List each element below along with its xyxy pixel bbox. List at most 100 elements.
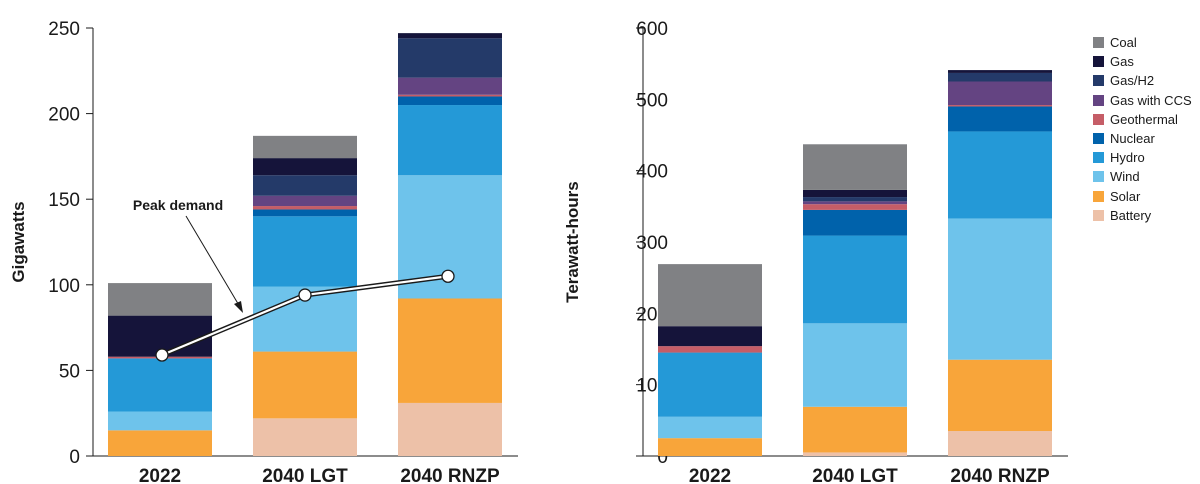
bar-segment-gas bbox=[658, 326, 762, 347]
bar-segment-gas-h2 bbox=[253, 175, 357, 196]
legend-item: Nuclear bbox=[1093, 129, 1200, 148]
bar-segment-solar bbox=[253, 351, 357, 419]
y-tick-label: 300 bbox=[636, 233, 668, 254]
bar-segment-gas-h2 bbox=[948, 72, 1052, 82]
legend-swatch bbox=[1093, 133, 1104, 145]
bar-segment-solar bbox=[658, 438, 762, 456]
bar-segment-coal bbox=[108, 283, 212, 316]
category-label: 2022 bbox=[689, 466, 731, 484]
chart-panel-1: 0 50 100 150 200 250 Gigawatts 2022 2040 LGT 2040… bbox=[9, 19, 518, 484]
bar-segment-solar bbox=[803, 406, 907, 453]
bar-segment-nuclear bbox=[398, 96, 502, 106]
category-label: 2040 LGT bbox=[812, 466, 898, 484]
y-axis-label: Gigawatts bbox=[9, 201, 28, 282]
legend-swatch bbox=[1093, 94, 1104, 106]
bar-segment-gas-with-ccs bbox=[948, 81, 1052, 106]
legend-swatch bbox=[1093, 56, 1104, 68]
legend-item: Gas with CCS bbox=[1093, 91, 1200, 110]
y-tick-label: 0 bbox=[657, 447, 668, 468]
bar-segment-hydro bbox=[253, 216, 357, 287]
bar-segment-gas-h2 bbox=[803, 197, 907, 202]
legend-label: Gas with CCS bbox=[1110, 92, 1192, 108]
bar-segment-geothermal bbox=[253, 206, 357, 210]
peak-demand-point bbox=[298, 288, 312, 302]
y-axis-label: Terawatt-hours bbox=[563, 181, 582, 303]
legend-item: Gas/H2 bbox=[1093, 71, 1200, 90]
category-label: 2040 RNZP bbox=[400, 466, 500, 484]
bar-segment-gas bbox=[803, 189, 907, 198]
bar-segment-gas bbox=[398, 33, 502, 39]
legend-label: Battery bbox=[1110, 207, 1152, 223]
legend-item: Battery bbox=[1093, 206, 1200, 225]
bar-segment-gas-with-ccs bbox=[398, 77, 502, 95]
y-tick-label: 600 bbox=[636, 19, 668, 40]
y-tick-label: 400 bbox=[636, 162, 668, 183]
bar-segment-nuclear bbox=[253, 209, 357, 217]
annotation-arrowhead bbox=[234, 301, 243, 313]
bar-segment-gas bbox=[253, 158, 357, 176]
legend-swatch bbox=[1093, 75, 1104, 87]
bar-segment-gas-h2 bbox=[398, 38, 502, 78]
peak-demand-point bbox=[155, 348, 169, 362]
bar-segment-geothermal bbox=[948, 105, 1052, 107]
bar-segment-battery bbox=[253, 418, 357, 456]
legend-swatch bbox=[1093, 37, 1104, 49]
legend-label: Hydro bbox=[1110, 150, 1145, 166]
bar-segment-gas-with-ccs bbox=[803, 201, 907, 205]
bar-segment-hydro bbox=[398, 105, 502, 176]
bar-segment-battery bbox=[398, 402, 502, 456]
bar-segment-hydro bbox=[803, 235, 907, 324]
legend-swatch bbox=[1093, 190, 1104, 202]
y-tick-label: 150 bbox=[48, 190, 80, 211]
category-label: 2040 RNZP bbox=[950, 466, 1050, 484]
bar-segment-nuclear bbox=[948, 106, 1052, 132]
bar-segment-wind bbox=[658, 416, 762, 439]
bar-segment-solar bbox=[948, 359, 1052, 432]
legend-swatch bbox=[1093, 209, 1104, 221]
y-tick-label: 200 bbox=[48, 105, 80, 126]
bar-segment-coal bbox=[658, 264, 762, 327]
y-tick-label: 500 bbox=[636, 90, 668, 111]
legend-item: Geothermal bbox=[1093, 110, 1200, 129]
category-label: 2022 bbox=[139, 466, 181, 484]
y-tick-label: 250 bbox=[48, 19, 80, 40]
annotation-leader bbox=[185, 215, 241, 308]
bar-segment-hydro bbox=[108, 358, 212, 412]
legend-swatch bbox=[1093, 152, 1104, 164]
legend-item: Gas bbox=[1093, 52, 1200, 71]
bar-segment-gas bbox=[948, 70, 1052, 73]
y-tick-label: 100 bbox=[48, 276, 80, 297]
legend-item: Wind bbox=[1093, 167, 1200, 186]
bar-segment-gas-with-ccs bbox=[253, 195, 357, 207]
legend-swatch bbox=[1093, 171, 1104, 183]
legend-label: Gas/H2 bbox=[1110, 73, 1155, 89]
bar-segment-wind bbox=[803, 323, 907, 407]
legend-label: Geothermal bbox=[1110, 111, 1178, 127]
bar-segment-battery bbox=[948, 431, 1052, 456]
bar-segment-geothermal bbox=[803, 204, 907, 210]
category-label: 2040 LGT bbox=[262, 466, 348, 484]
bar-segment-solar bbox=[108, 430, 212, 456]
legend: Coal Gas Gas/H2 Gas with CCS Geothermal Nucle… bbox=[1093, 33, 1200, 225]
bar-segment-hydro bbox=[658, 352, 762, 417]
legend-label: Coal bbox=[1110, 35, 1137, 51]
legend-label: Wind bbox=[1110, 169, 1140, 185]
legend-label: Solar bbox=[1110, 188, 1141, 204]
y-tick-label: 50 bbox=[59, 361, 80, 382]
bar-segment-hydro bbox=[948, 131, 1052, 219]
bar-segment-coal bbox=[253, 135, 357, 159]
bar-segment-coal bbox=[803, 144, 907, 190]
legend-label: Gas bbox=[1110, 54, 1134, 70]
legend-label: Nuclear bbox=[1110, 131, 1155, 147]
legend-item: Coal bbox=[1093, 33, 1200, 52]
legend-item: Solar bbox=[1093, 187, 1200, 206]
bar-segment-battery bbox=[803, 452, 907, 456]
bar-segment-solar bbox=[398, 298, 502, 403]
bar-segment-geothermal bbox=[658, 346, 762, 353]
bar-segment-wind bbox=[108, 411, 212, 431]
bar-segment-wind bbox=[948, 218, 1052, 360]
legend-swatch bbox=[1093, 113, 1104, 125]
